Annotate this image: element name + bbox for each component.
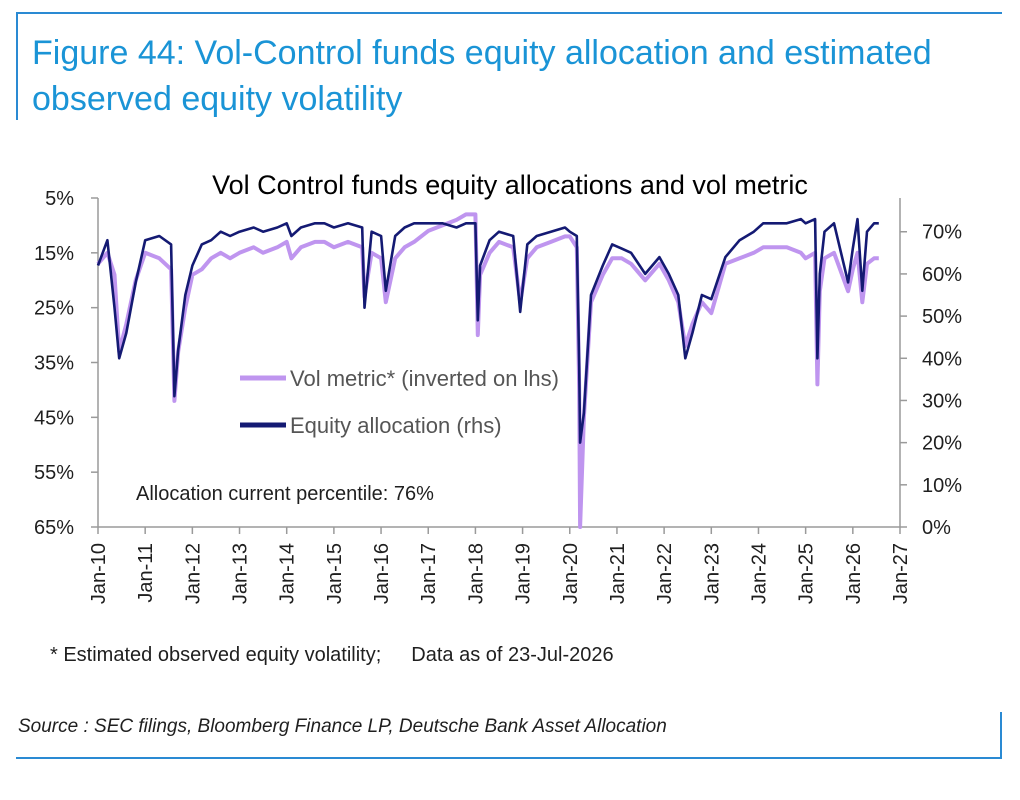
left-tick-label: 55% (34, 462, 74, 484)
x-tick-label: Jan-26 (843, 543, 865, 604)
right-tick-label: 60% (922, 264, 962, 286)
left-tick-label: 15% (34, 243, 74, 265)
right-tick-label: 50% (922, 306, 962, 328)
legend-vol-metric-label: Vol metric* (inverted on lhs) (290, 366, 559, 391)
right-tick-label: 30% (922, 390, 962, 412)
footnote-vol-definition: * Estimated observed equity volatility; (50, 644, 382, 666)
vol-metric-line (96, 212, 879, 529)
footnote: * Estimated observed equity volatility; D… (50, 644, 614, 667)
chart-legend: Vol metric* (inverted on lhs) Equity all… (240, 366, 559, 438)
left-tick-label: 25% (34, 298, 74, 320)
equity-allocation-line (96, 217, 879, 444)
x-tick-label: Jan-25 (796, 543, 818, 604)
right-tick-label: 0% (922, 517, 951, 539)
legend-equity-allocation-label: Equity allocation (rhs) (290, 413, 502, 438)
x-tick-label: Jan-24 (748, 543, 770, 604)
x-tick-label: Jan-22 (654, 543, 676, 604)
vol-control-chart: Vol Control funds equity allocations and… (34, 170, 962, 604)
x-tick-label: Jan-20 (560, 543, 582, 604)
frame-bottom-border (16, 757, 1002, 759)
x-tick-label: Jan-21 (607, 543, 629, 604)
x-tick-label: Jan-13 (230, 543, 252, 604)
x-tick-label: Jan-16 (371, 543, 393, 604)
x-tick-label: Jan-12 (182, 543, 204, 604)
right-tick-label: 10% (922, 475, 962, 497)
x-tick-label: Jan-11 (135, 543, 157, 603)
x-tick-label: Jan-18 (465, 543, 487, 604)
right-tick-label: 20% (922, 433, 962, 455)
x-tick-label: Jan-19 (513, 543, 535, 604)
chart-axes: 5% 15% 25% 35% 45% 55% 65% 0% 10% 20% 30% 40% 50% 60%… (34, 188, 962, 604)
x-tick-label: Jan-15 (324, 543, 346, 604)
left-tick-label: 35% (34, 353, 74, 375)
chart-lines (96, 212, 879, 529)
figure-title: Figure 44: Vol-Control funds equity allo… (32, 34, 932, 118)
x-tick-label: Jan-14 (277, 543, 299, 604)
footnote-data-date: Data as of 23-Jul-2026 (411, 644, 614, 666)
x-tick-label: Jan-23 (701, 543, 723, 604)
left-tick-label: 5% (45, 188, 74, 210)
allocation-percentile-annotation: Allocation current percentile: 76% (136, 483, 434, 505)
x-tick-label: Jan-27 (890, 543, 912, 604)
frame-top-border (16, 12, 1002, 14)
right-tick-label: 70% (922, 222, 962, 244)
source-note: Source : SEC filings, Bloomberg Finance … (18, 716, 667, 737)
chart-title: Vol Control funds equity allocations and… (212, 170, 808, 200)
frame-left-border (16, 12, 18, 120)
x-tick-label: Jan-17 (418, 543, 440, 604)
left-tick-label: 45% (34, 407, 74, 429)
left-tick-label: 65% (34, 517, 74, 539)
right-tick-label: 40% (922, 348, 962, 370)
frame-right-border (1000, 712, 1002, 759)
x-tick-label: Jan-10 (88, 543, 110, 604)
